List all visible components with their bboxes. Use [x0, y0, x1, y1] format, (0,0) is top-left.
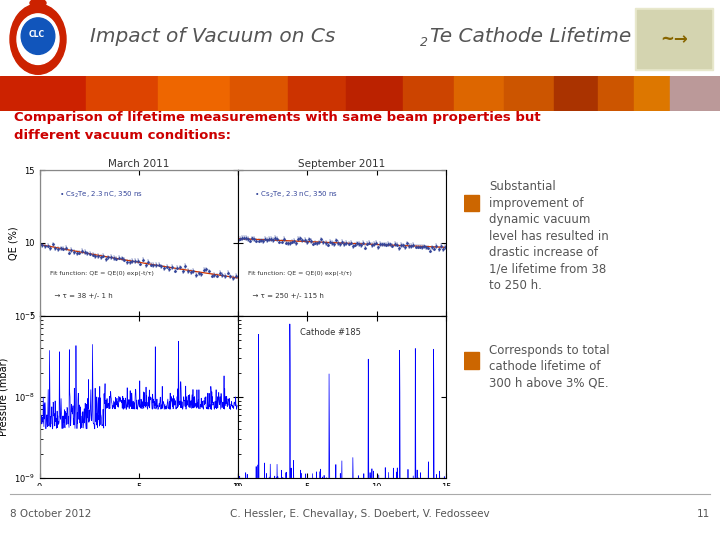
Bar [454, 76, 504, 111]
Text: $\bullet$ Cs$_2$Te, 2.3 nC, 350 ns: $\bullet$ Cs$_2$Te, 2.3 nC, 350 ns [254, 190, 338, 200]
Text: Substantial
improvement of
dynamic vacuum
level has resulted in
drastic increase: Substantial improvement of dynamic vacuu… [490, 180, 609, 292]
Bar [554, 76, 598, 111]
Ellipse shape [17, 14, 59, 64]
Bar [598, 76, 634, 111]
Text: C. Hessler, E. Chevallay, S. Doebert, V. Fedosseev: C. Hessler, E. Chevallay, S. Doebert, V.… [230, 509, 490, 519]
Bar [0, 76, 86, 111]
Bar [464, 195, 480, 211]
Text: $\bullet$ Cs$_2$Te, 2.3 nC, 350 ns: $\bullet$ Cs$_2$Te, 2.3 nC, 350 ns [60, 190, 143, 200]
Bar [635, 8, 713, 70]
Text: ~→: ~→ [660, 30, 688, 48]
Y-axis label: QE (%): QE (%) [9, 226, 19, 260]
Text: Corresponds to total
cathode lifetime of
300 h above 3% QE.: Corresponds to total cathode lifetime of… [490, 343, 610, 389]
Bar [634, 76, 670, 111]
Ellipse shape [10, 4, 66, 75]
X-axis label: Time (h): Time (h) [322, 497, 362, 507]
Bar [504, 76, 554, 111]
Text: Comparison of lifetime measurements with same beam properties but
different vacu: Comparison of lifetime measurements with… [14, 111, 541, 141]
Bar [158, 76, 230, 111]
Bar [230, 76, 288, 111]
Title: March 2011: March 2011 [108, 159, 169, 170]
Ellipse shape [21, 18, 55, 55]
X-axis label: Time (h): Time (h) [118, 497, 159, 507]
Bar [86, 76, 158, 111]
Text: Fit function: QE = QE(0) exp(-t/τ): Fit function: QE = QE(0) exp(-t/τ) [50, 271, 153, 276]
Bar [346, 76, 403, 111]
Text: Cathode #185: Cathode #185 [300, 328, 361, 338]
Text: 2: 2 [420, 36, 428, 49]
Text: Fit function: QE = QE(0) exp(-t/τ): Fit function: QE = QE(0) exp(-t/τ) [248, 271, 352, 276]
Text: Te Cathode Lifetime: Te Cathode Lifetime [430, 26, 631, 46]
Text: 8 October 2012: 8 October 2012 [10, 509, 91, 519]
Title: September 2011: September 2011 [298, 159, 386, 170]
Ellipse shape [30, 0, 46, 7]
Text: CLC: CLC [29, 30, 45, 39]
Bar [670, 76, 720, 111]
Text: 11: 11 [697, 509, 710, 519]
Bar [464, 353, 480, 369]
Text: Impact of Vacuum on Cs: Impact of Vacuum on Cs [90, 26, 336, 46]
Text: → τ = 38 +/- 1 h: → τ = 38 +/- 1 h [50, 293, 112, 299]
Bar [403, 76, 454, 111]
Bar [637, 10, 711, 68]
Y-axis label: Pressure (mbar): Pressure (mbar) [0, 357, 8, 436]
Text: → τ = 250 +/- 115 h: → τ = 250 +/- 115 h [248, 293, 324, 299]
Bar [288, 76, 346, 111]
